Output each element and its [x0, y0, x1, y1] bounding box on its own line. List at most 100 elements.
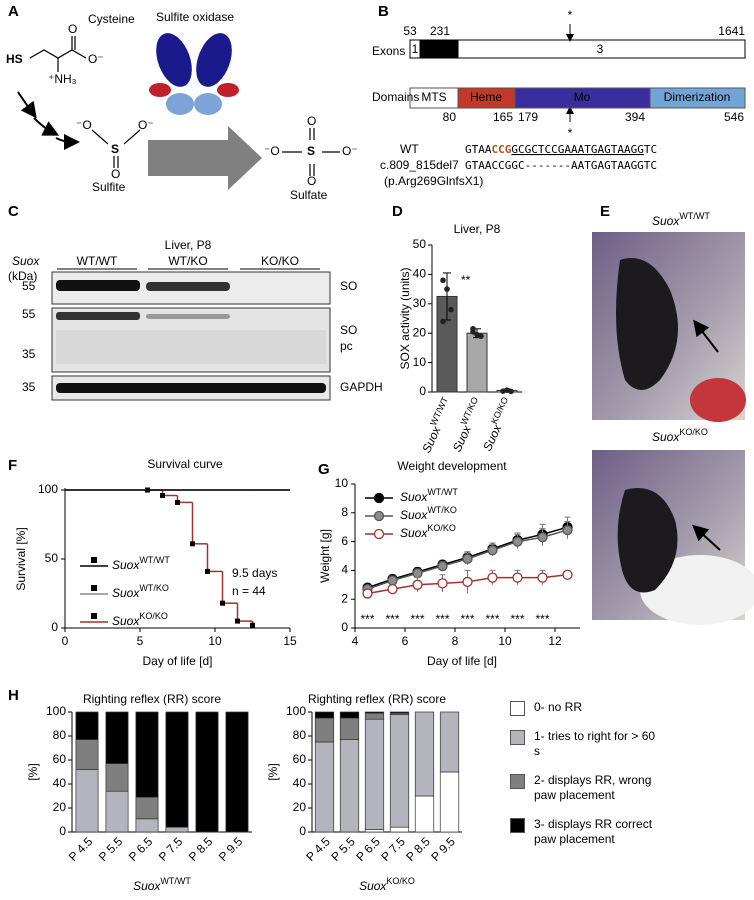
bar-segment [364, 718, 385, 830]
x-tick-label: P 5.5 [328, 834, 358, 864]
tissue: Liver, P8 [165, 238, 212, 252]
legend-marker [91, 613, 97, 619]
marker [562, 569, 573, 580]
panel-label: H [8, 687, 19, 704]
reaction-arrow [148, 126, 262, 190]
bar-segment [339, 711, 360, 719]
atom: O⁻ [342, 144, 358, 158]
marker [387, 575, 398, 586]
molecule-name: Sulfate [290, 188, 328, 202]
data-point [508, 388, 514, 395]
y-tick-label: 0 [299, 824, 306, 838]
y-tick-label: 20 [293, 800, 307, 814]
chart-title: Survival curve [147, 457, 223, 471]
legend-marker [91, 585, 97, 591]
enzyme-name: Sulfite oxidase [156, 10, 234, 24]
y-tick-label: 50 [45, 551, 59, 565]
panel-label: D [392, 203, 403, 220]
sequence-part: TC [644, 143, 657, 156]
domain-map [409, 87, 746, 109]
x-tick-label: 6 [402, 634, 409, 648]
band-label: GAPDH [340, 380, 383, 394]
genotype: WT/KO [427, 505, 457, 515]
bar-segment [389, 711, 410, 714]
domain-boundary: 179 [518, 110, 538, 124]
domain-name: Mo [574, 90, 591, 104]
mw-marker: 55 [22, 279, 36, 293]
bar-segment [135, 796, 159, 820]
legend: 0- no RR 1- tries to right for > 60 s 2- d… [508, 700, 748, 861]
domain-name: Dimerization [664, 90, 731, 104]
gene-name: Suox [419, 423, 444, 455]
marker [512, 536, 523, 547]
y-axis-title: Survival [%] [14, 527, 28, 590]
significance: *** [535, 612, 549, 626]
y-tick-label: 80 [293, 728, 307, 742]
mw-marker: 35 [22, 347, 36, 361]
bar-segment [414, 795, 435, 833]
panel-label: G [318, 461, 330, 478]
marker [562, 524, 573, 536]
mutation-star: * [568, 126, 573, 140]
legend-label: 3- displays RR correct paw placement [534, 817, 653, 846]
marker [487, 572, 498, 583]
mutant-sequence: GTAACCGGC-------AATGAGTAAGGTC [465, 159, 657, 172]
panel-a-drawing [17, 36, 340, 176]
x-tick-label: 10 [498, 634, 512, 648]
y-tick-label: 30 [413, 296, 427, 310]
significance: *** [385, 612, 399, 626]
bar-segment [364, 829, 385, 833]
data-point [440, 318, 446, 325]
legend-marker [373, 528, 385, 540]
gene-name: Suox [112, 614, 140, 628]
y-tick-label: 60 [293, 752, 307, 766]
bar [466, 332, 488, 393]
marker [412, 568, 423, 579]
domain-boundary: 80 [443, 110, 457, 124]
marker [205, 568, 210, 574]
y-axis-title: [%] [26, 763, 40, 780]
y-tick-label: 4 [341, 563, 348, 577]
bar-segment [225, 711, 249, 833]
marker [190, 541, 195, 547]
sequence-label: c.809_815del7 [380, 158, 459, 172]
marker [487, 545, 498, 556]
x-tick-label: P 6.5 [353, 834, 383, 864]
band-label: pc [340, 339, 353, 353]
marker [462, 576, 473, 588]
bar-segment [389, 714, 410, 828]
gene-name: Suox [652, 430, 680, 444]
x-tick-label: P 9.5 [428, 834, 458, 864]
data-point [470, 328, 476, 335]
marker [175, 499, 180, 505]
bar-segment [314, 717, 335, 743]
exon-map [409, 24, 746, 122]
western-blot [51, 271, 331, 401]
genotype: WT/WT [427, 487, 458, 497]
x-tick-label: P 7.5 [156, 834, 186, 864]
y-tick-label: 0 [51, 620, 58, 634]
bar-segment [364, 711, 385, 714]
atom: ⁻O [264, 144, 280, 158]
group-label: WT/KO [168, 254, 207, 268]
protein-change: (p.Arg269GlnfsX1) [384, 174, 483, 188]
bar-segment [339, 717, 360, 740]
bar-segment [75, 769, 99, 833]
x-tick-label: 12 [548, 634, 562, 648]
panel-label: C [8, 203, 19, 220]
enzyme-icon [149, 33, 239, 115]
domain-boundary: 394 [625, 110, 645, 124]
x-axis-title: Day of life [d] [142, 654, 212, 668]
x-axis-title: Day of life [d] [427, 654, 497, 668]
bar-segment [105, 790, 129, 833]
marker [160, 493, 165, 499]
genotype: KO/KO [489, 396, 510, 426]
gene-name: Suox [133, 879, 161, 893]
annotation: n = 44 [232, 584, 266, 598]
gene-name: Suox [359, 879, 387, 893]
panel-label: E [600, 203, 610, 220]
row-label: Domains [372, 90, 419, 104]
y-tick-label: 80 [53, 728, 67, 742]
y-tick-label: 60 [53, 752, 67, 766]
legend-label: SuoxWT/WT [400, 487, 458, 504]
